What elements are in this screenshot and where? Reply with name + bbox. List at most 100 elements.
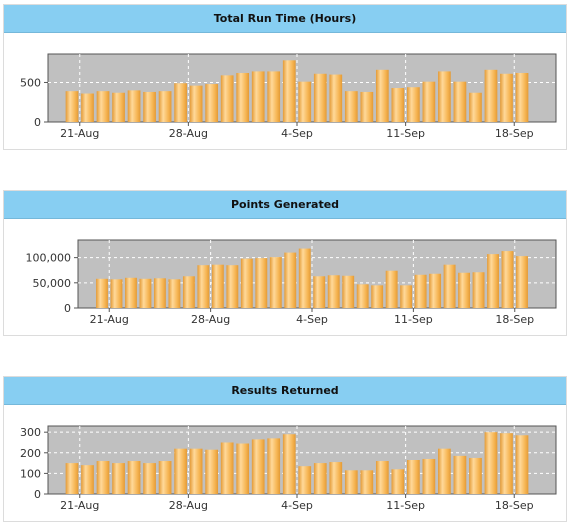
- bar: [127, 90, 141, 122]
- x-tick-label: 4-Sep: [281, 499, 313, 512]
- bar: [189, 448, 203, 494]
- bar: [516, 256, 528, 308]
- x-tick-label: 11-Sep: [394, 313, 433, 326]
- bar: [139, 278, 152, 308]
- bar: [236, 443, 250, 494]
- bar: [158, 91, 172, 122]
- x-tick-label: 21-Aug: [60, 499, 99, 512]
- bar-chart-run-time: 0 500 21-Aug 28-Aug 4-Sep 11-Sep 18-Sep: [20, 53, 557, 140]
- bar: [484, 69, 498, 122]
- x-tick-label: 21-Aug: [90, 313, 129, 326]
- bar: [484, 432, 498, 494]
- bar: [298, 81, 312, 122]
- bar: [458, 272, 471, 308]
- bar: [429, 273, 442, 308]
- bar: [174, 83, 187, 122]
- bar: [443, 264, 456, 308]
- bar: [313, 73, 327, 122]
- bar: [329, 74, 343, 122]
- bar: [407, 460, 420, 494]
- bar: [327, 275, 340, 308]
- bar: [240, 258, 253, 308]
- bar: [168, 279, 181, 308]
- x-tick-label: 4-Sep: [281, 127, 313, 140]
- bar: [313, 463, 327, 494]
- bar: [391, 88, 405, 122]
- bar: [226, 265, 239, 308]
- x-tick-label: 11-Sep: [386, 127, 425, 140]
- chart-panel-points: Points Generated 0 50,000 100,000 21-Aug 28-…: [3, 190, 567, 336]
- bar: [197, 265, 210, 308]
- bar: [313, 276, 326, 308]
- bar: [81, 93, 94, 122]
- y-tick-label: 500: [20, 76, 41, 89]
- bar: [422, 81, 436, 122]
- x-tick-label: 18-Sep: [495, 499, 534, 512]
- x-tick-label: 18-Sep: [495, 127, 534, 140]
- bar: [298, 466, 312, 494]
- bar: [329, 462, 343, 494]
- bar: [251, 439, 265, 494]
- x-tick-label: 18-Sep: [495, 313, 534, 326]
- bar: [189, 85, 203, 122]
- bar: [81, 465, 94, 494]
- x-tick-label: 11-Sep: [386, 499, 425, 512]
- bar: [269, 257, 282, 308]
- bar: [211, 264, 224, 308]
- bar: [255, 258, 268, 308]
- bar: [112, 92, 125, 122]
- y-tick-label: 0: [64, 302, 71, 315]
- bar: [96, 461, 110, 494]
- bar: [469, 457, 482, 494]
- bar-chart-points: 0 50,000 100,000 21-Aug 28-Aug 4-Sep 11-Sep 18-…: [26, 239, 557, 326]
- chart-title: Total Run Time (Hours): [4, 5, 566, 33]
- bar: [375, 461, 389, 494]
- bar: [110, 279, 123, 308]
- bar: [391, 469, 405, 494]
- x-tick-label: 4-Sep: [296, 313, 328, 326]
- bar: [500, 433, 513, 494]
- bar: [205, 84, 219, 122]
- bar: [282, 434, 296, 494]
- bar: [469, 92, 482, 122]
- bar: [96, 91, 110, 122]
- bar: [515, 72, 529, 122]
- bar: [360, 470, 374, 494]
- y-tick-label: 100,000: [26, 252, 72, 265]
- y-tick-label: 50,000: [33, 277, 72, 290]
- chart-title: Points Generated: [4, 191, 566, 219]
- bar: [127, 461, 141, 494]
- bar: [407, 87, 420, 122]
- bar: [284, 252, 297, 308]
- bar: [298, 248, 311, 308]
- bar: [251, 71, 265, 122]
- chart-panel-run-time: Total Run Time (Hours) 0 500 21-Aug 28-Aug 4…: [3, 4, 567, 150]
- bar: [422, 458, 436, 494]
- bar: [158, 461, 172, 494]
- x-tick-label: 21-Aug: [60, 127, 99, 140]
- bar: [125, 277, 137, 308]
- bar: [153, 278, 166, 308]
- bar: [500, 73, 513, 122]
- bar: [342, 275, 355, 308]
- y-tick-label: 200: [20, 447, 41, 460]
- bar: [112, 463, 125, 494]
- x-tick-label: 28-Aug: [169, 499, 208, 512]
- bar: [282, 60, 296, 122]
- bar: [96, 278, 108, 308]
- bar: [143, 463, 156, 494]
- bar: [453, 81, 467, 122]
- bar: [487, 254, 499, 308]
- bar: [400, 285, 413, 308]
- bar: [385, 270, 398, 308]
- bar: [220, 75, 234, 122]
- bar: [267, 438, 281, 494]
- bar: [438, 448, 451, 494]
- bar: [501, 251, 514, 308]
- bar: [65, 91, 79, 122]
- bar: [371, 285, 384, 308]
- bar: [236, 72, 250, 122]
- bar: [344, 91, 358, 122]
- bar: [515, 435, 529, 494]
- chart-title: Results Returned: [4, 377, 566, 405]
